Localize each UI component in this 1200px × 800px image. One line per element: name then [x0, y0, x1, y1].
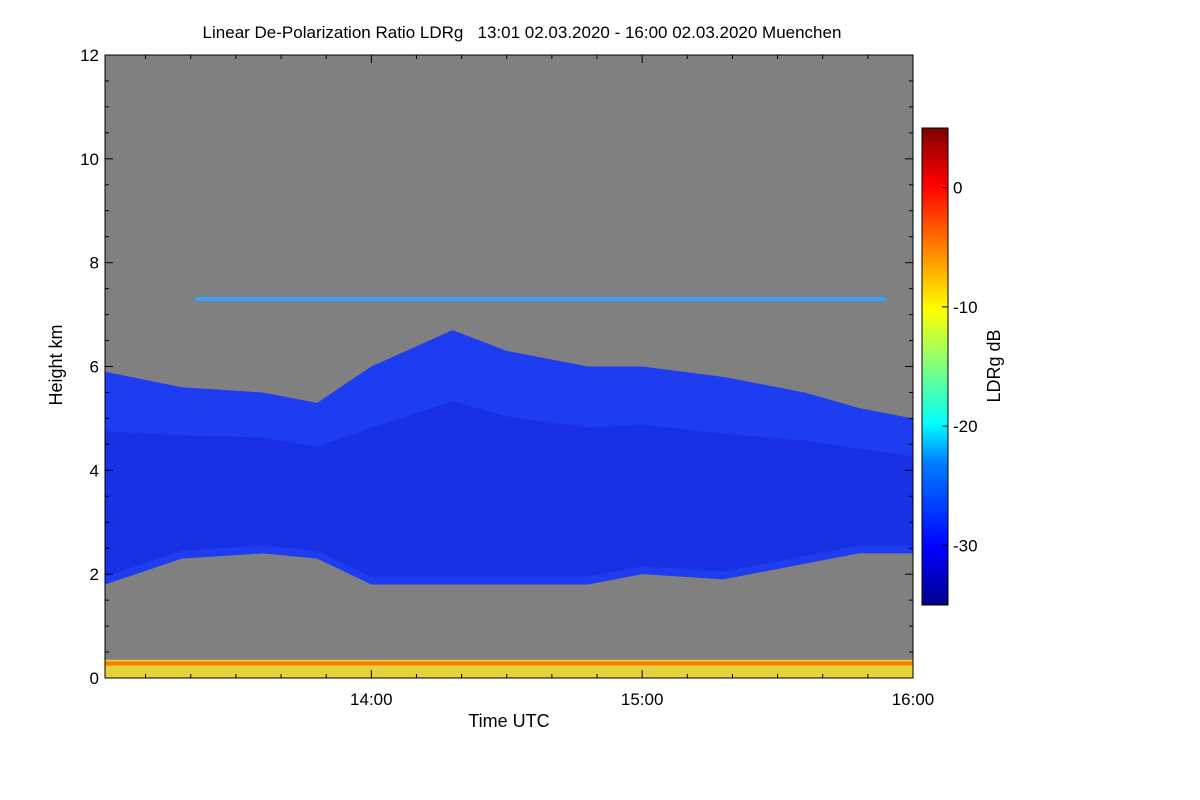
colorbar-tick-label: 0 [953, 179, 962, 198]
y-tick-label: 4 [90, 461, 99, 480]
y-tick-label: 12 [80, 46, 99, 65]
colorbar-label: LDRg dB [984, 329, 1004, 402]
plot-area: 0 2 4 6 8 10 12 14:00 15:00 16:00 [80, 46, 934, 709]
x-tick-label: 16:00 [892, 690, 935, 709]
x-tick-label: 15:00 [621, 690, 664, 709]
thin-layer-band [195, 297, 886, 302]
colorbar: 0 -10 -20 -30 LDRg dB [921, 127, 1004, 606]
colorbar-gradient [921, 127, 949, 606]
cloud-core-region [105, 401, 913, 577]
chart-title: Linear De-Polarization Ratio LDRg 13:01 … [203, 23, 842, 42]
colorbar-tick-label: -10 [953, 298, 978, 317]
y-tick-label: 0 [90, 669, 99, 688]
x-tick-label: 14:00 [350, 690, 393, 709]
colorbar-tick-label: -20 [953, 417, 978, 436]
y-tick-label: 10 [80, 150, 99, 169]
surface-layer-core [105, 661, 913, 666]
y-tick-label: 2 [90, 565, 99, 584]
colorbar-tick-label: -30 [953, 536, 978, 555]
x-axis-label: Time UTC [468, 711, 549, 731]
y-tick-label: 8 [90, 254, 99, 273]
y-axis-label: Height km [46, 324, 66, 405]
heatmap-layers [105, 297, 913, 678]
y-tick-label: 6 [90, 358, 99, 377]
